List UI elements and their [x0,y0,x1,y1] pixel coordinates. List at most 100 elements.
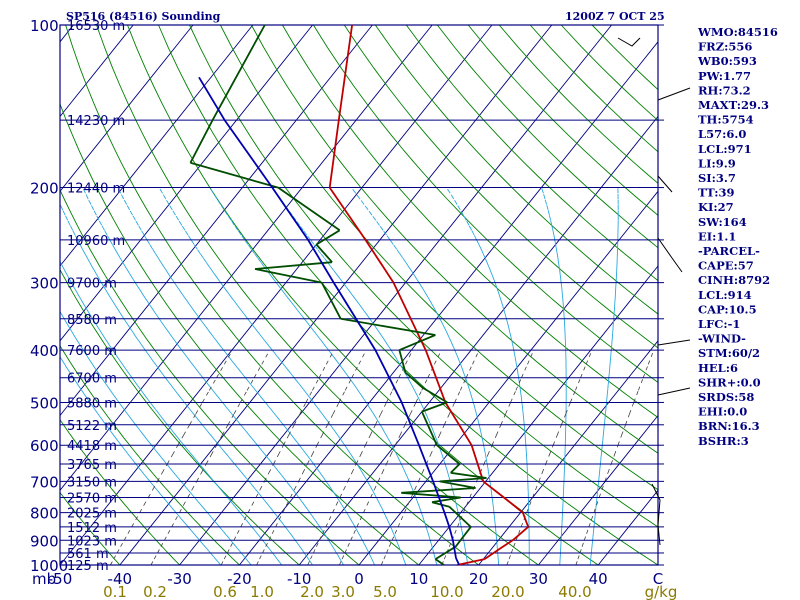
dry-adiabat-line [158,24,659,566]
index-line: SRDS:58 [698,390,754,404]
pressure-unit-label: mb [32,570,56,588]
height-label: 3150 m [67,475,117,490]
mixing-ratio-label: 0.6 [213,583,237,600]
index-line: PW:1.77 [698,69,751,83]
index-line: CINH:8792 [698,273,770,287]
index-line: EHI:0.0 [698,405,747,419]
height-label: 14230 m [67,114,125,129]
pressure-tick-label: 300 [30,275,59,293]
height-label: 5122 m [67,419,117,434]
dry-adiabat-line [405,24,659,281]
index-line: MAXT:29.3 [698,98,769,112]
dry-adiabat-line [219,24,659,491]
index-line: FRZ:556 [698,40,752,54]
index-line: -PARCEL- [698,244,760,258]
pressure-tick-label: 200 [30,180,59,198]
index-line: SI:3.7 [698,171,736,185]
index-line: -WIND- [698,332,746,346]
parcel-trace [198,76,461,566]
index-line: RH:73.2 [698,83,751,97]
isotherm-line [59,24,313,342]
temperature-trace [328,24,530,566]
mixing-ratio-label: 40.0 [558,583,591,600]
pressure-tick-label: 600 [30,437,59,455]
mixing-ratio-label: 0.2 [143,583,167,600]
height-label: 6700 m [67,372,117,387]
wind-barb [657,387,691,396]
height-label: 5880 m [67,396,117,411]
height-label: 3765 m [67,458,117,473]
pressure-tick-label: 500 [30,394,59,412]
index-line: BSHR:3 [698,434,749,448]
plot-frame [59,24,659,566]
pressure-tick-label: 700 [30,473,59,491]
temperature-tick-label: -40 [108,570,133,588]
temperature-tick-label: 30 [529,570,548,588]
wind-barb [657,339,691,346]
pressure-tick-label: 100 [30,17,59,35]
temperature-tick-label: 20 [469,570,488,588]
mixing-ratio-label: 3.0 [331,583,355,600]
index-line: CAP:10.5 [698,302,757,316]
index-line: LI:9.9 [698,156,736,170]
pressure-tick-label: 1000 [30,557,68,575]
height-label: 1023 m [67,534,117,549]
height-label: 4418 m [67,439,117,454]
height-label: 12440 m [67,182,125,197]
index-line: STM:60/2 [698,346,760,360]
wind-barb [657,237,683,273]
index-line: SW:164 [698,215,747,229]
wind-barb [657,175,673,193]
isotherm-line [59,24,493,566]
mixing-ratio-label: 5.0 [373,583,397,600]
dry-adiabat-line [498,24,659,184]
mixing-ratio-label: 2.0 [300,583,324,600]
mixing-ratio-label: 20.0 [491,583,524,600]
temperature-tick-label: 10 [409,570,428,588]
height-label: 2025 m [67,507,117,522]
dry-adiabat-line [343,24,659,349]
moist-adiabat-line [541,187,567,565]
isotherm-line [239,41,659,566]
index-line: BRN:16.3 [698,419,760,433]
moist-adiabat-line [446,187,530,565]
pressure-tick-label: 800 [30,505,59,523]
temperature-tick-label: -50 [48,570,73,588]
index-line: LCL:971 [698,142,752,156]
mixing-ratio-label: 1.0 [250,583,274,600]
temperature-unit-label: C [653,570,663,588]
height-label: 2570 m [67,492,117,507]
index-line: KI:27 [698,200,734,214]
isotherm-line [298,116,659,566]
index-line: WB0:593 [697,54,757,68]
index-line: LCL:914 [698,288,752,302]
index-line: HEL:6 [698,361,738,375]
sounding-traces [189,24,530,566]
wind-barb [617,37,641,47]
temperature-tick-label: 40 [589,570,608,588]
isotherm-line [59,24,254,267]
isotherm-line [59,24,433,491]
temperature-tick-label: -20 [227,570,252,588]
dewpoint-trace [189,24,487,566]
isotherm-line [59,24,134,117]
index-line: WMO:84516 [697,25,778,39]
pressure-tick-label: 900 [30,532,59,550]
temperature-tick-label: -30 [167,570,192,588]
index-line: LFC:-1 [698,317,740,331]
height-label: 125 m [67,559,109,574]
wind-barb [651,483,661,546]
index-line: TT:39 [698,186,735,200]
dry-adiabat-line [436,24,659,249]
diagram-grid [59,24,664,566]
dry-adiabat-line [529,24,659,153]
temperature-tick-label: 0 [354,570,364,588]
height-label: 561 m [67,547,109,562]
stability-indices-panel: WMO:84516FRZ:556WB0:593PW:1.77RH:73.2MAX… [697,25,778,448]
height-label: 1512 m [67,521,117,536]
mixing-ratio-label: 0.1 [103,583,127,600]
height-label: 10960 m [67,234,125,249]
mixing-ratio-label: 10.0 [430,583,463,600]
height-label: 7600 m [67,344,117,359]
